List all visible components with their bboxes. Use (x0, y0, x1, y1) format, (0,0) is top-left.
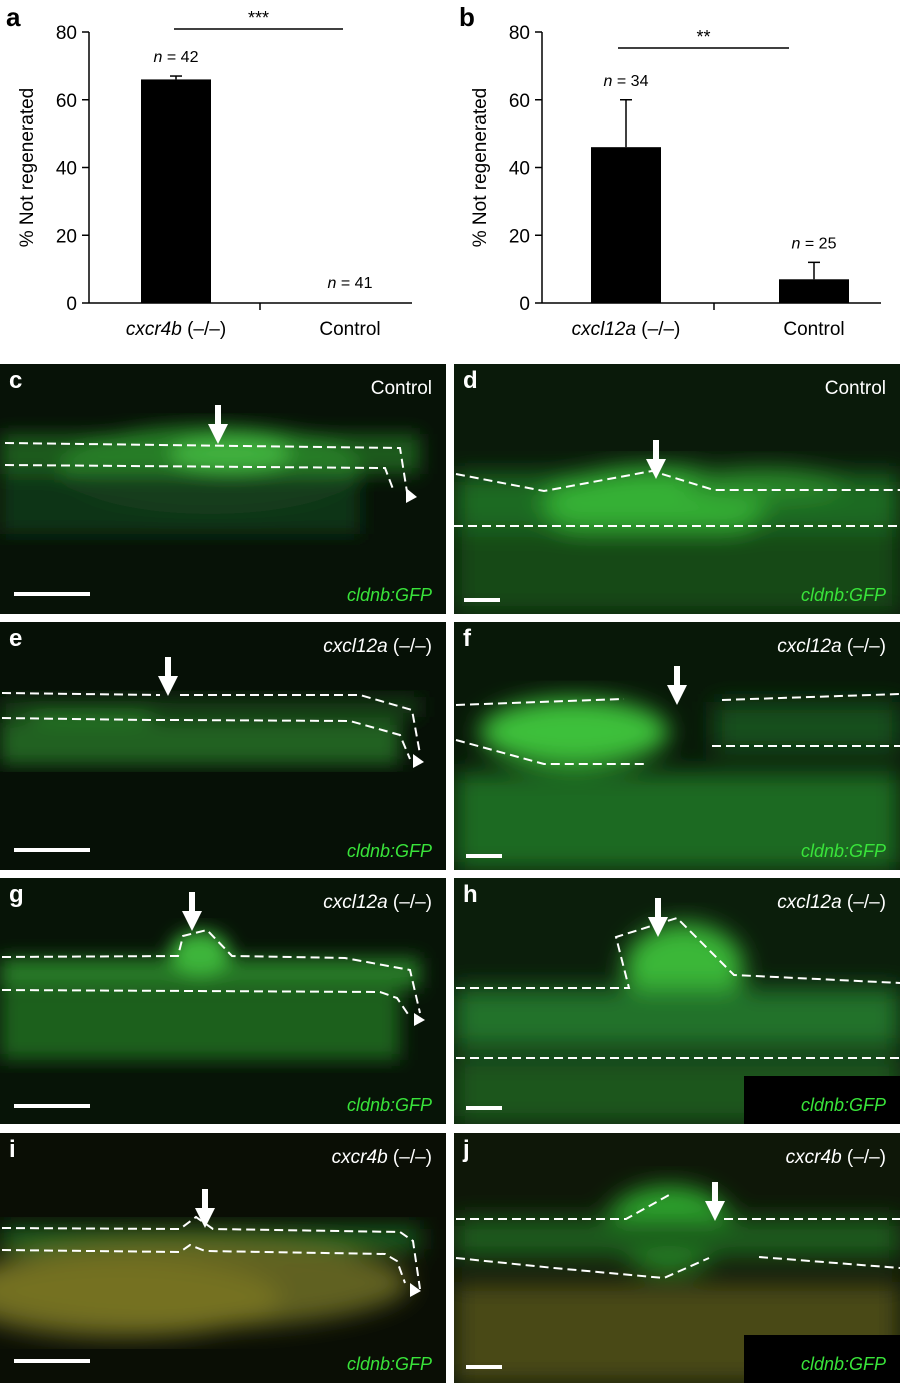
micrograph-c: c Control cldnb:GFP (0, 364, 446, 614)
micrograph-e-image (0, 622, 446, 870)
y-tick-label: 40 (56, 159, 77, 180)
bar-chart-a: 0 20 40 60 80 % Not regenerated n = 42 cxcr4b (… (17, 8, 412, 340)
panel-label-f: f (463, 625, 471, 652)
reporter-label-box-j (744, 1335, 900, 1383)
panel-label-d: d (463, 367, 478, 394)
bar (591, 147, 661, 303)
scale-bar-j (466, 1365, 502, 1369)
reporter-label-c: cldnb:GFP (346, 585, 432, 605)
reporter-label-f: cldnb:GFP (800, 841, 886, 861)
y-tick-label: 60 (56, 91, 77, 112)
micrograph-d-image (454, 364, 900, 614)
micrograph-c-image (0, 364, 446, 614)
reporter-label-j: cldnb:GFP (800, 1354, 886, 1374)
y-tick-label: 60 (509, 91, 530, 112)
scale-bar-h (466, 1106, 502, 1110)
condition-label-g: cxcl12a (–/–) (323, 892, 432, 913)
condition-label-f: cxcl12a (–/–) (777, 636, 886, 657)
panel-label-g: g (9, 881, 24, 908)
n-label: n = 25 (792, 235, 837, 252)
n-label: n = 41 (328, 275, 373, 292)
micrograph-g: g cxcl12a (–/–) cldnb:GFP (0, 878, 446, 1124)
reporter-label-box-h (744, 1076, 900, 1124)
x-tick-label: Control (783, 319, 844, 340)
micrograph-h-image (454, 878, 900, 1124)
arrow-icon (195, 1189, 215, 1228)
micrograph-h: h cxcl12a (–/–) cldnb:GFP (454, 878, 900, 1124)
y-tick-label: 80 (509, 23, 530, 44)
n-label: n = 42 (154, 49, 199, 66)
y-tick-label: 20 (56, 226, 77, 247)
y-tick-label: 0 (519, 294, 530, 315)
x-tick-label: Control (319, 319, 380, 340)
arrow-icon (646, 440, 666, 479)
reporter-label-g: cldnb:GFP (346, 1095, 432, 1115)
y-axis-label: % Not regenerated (17, 88, 38, 248)
panel-label-c: c (9, 367, 23, 394)
panel-label-i: i (9, 1136, 16, 1163)
arrow-icon (667, 666, 687, 705)
micrograph-e: e cxcl12a (–/–) cldnb:GFP (0, 622, 446, 870)
bar (141, 79, 211, 303)
x-tick-label: cxcr4b (–/–) (126, 319, 226, 340)
arrow-icon (182, 892, 202, 931)
condition-label-h: cxcl12a (–/–) (777, 892, 886, 913)
y-tick-label: 0 (66, 294, 77, 315)
arrow-icon (208, 405, 228, 444)
panel-label-e: e (9, 625, 23, 652)
reporter-label-i: cldnb:GFP (346, 1354, 432, 1374)
arrow-icon (158, 657, 178, 696)
reporter-label-d: cldnb:GFP (800, 585, 886, 605)
micrograph-f: f cxcl12a (–/–) cldnb:GFP (454, 622, 900, 870)
significance-label: ** (696, 27, 710, 47)
y-tick-label: 40 (509, 159, 530, 180)
micrograph-d: d Control cldnb:GFP (454, 364, 900, 614)
condition-label-i: cxcr4b (–/–) (331, 1147, 432, 1168)
panel-label-j: j (463, 1136, 470, 1163)
arrow-icon (705, 1182, 725, 1221)
reporter-label-h: cldnb:GFP (800, 1095, 886, 1115)
scale-bar-i (14, 1359, 90, 1363)
micrograph-j: j cxcr4b (–/–) cldnb:GFP (454, 1133, 900, 1383)
condition-label-c: Control (370, 378, 432, 399)
condition-label-d: Control (824, 378, 886, 399)
bar (779, 279, 849, 303)
panel-label-b: b (459, 2, 475, 32)
micrograph-g-image (0, 878, 446, 1124)
y-tick-label: 20 (509, 226, 530, 247)
condition-label-j: cxcr4b (–/–) (785, 1147, 886, 1168)
arrow-icon (648, 898, 668, 937)
micrograph-i-image (0, 1133, 446, 1383)
scale-bar-g (14, 1104, 90, 1108)
scale-bar-e (14, 848, 90, 852)
x-tick-label: cxcl12a (–/–) (572, 319, 681, 340)
micrograph-f-image (454, 622, 900, 870)
scale-bar-c (14, 592, 90, 596)
micrograph-i: i cxcr4b (–/–) cldnb:GFP (0, 1133, 446, 1383)
significance-label: *** (248, 8, 269, 28)
y-axis-label: % Not regenerated (470, 88, 491, 248)
micrograph-j-image (454, 1133, 900, 1383)
panel-label-h: h (463, 881, 478, 908)
reporter-label-e: cldnb:GFP (346, 841, 432, 861)
scale-bar-f (466, 854, 502, 858)
y-tick-label: 80 (56, 23, 77, 44)
scale-bar-d (464, 598, 500, 602)
panel-label-a: a (6, 2, 21, 32)
bar-chart-b: 0 20 40 60 80 % Not regenerated n = 34 cxcl12a … (470, 23, 881, 340)
condition-label-e: cxcl12a (–/–) (323, 636, 432, 657)
n-label: n = 34 (604, 73, 649, 90)
